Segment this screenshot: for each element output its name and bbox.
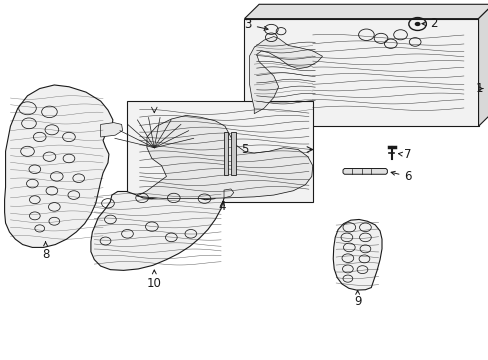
- Bar: [223, 132, 228, 175]
- Polygon shape: [91, 190, 224, 270]
- Text: 1: 1: [475, 82, 483, 95]
- Text: 10: 10: [146, 270, 162, 290]
- Text: 3: 3: [244, 18, 267, 31]
- Text: 4: 4: [218, 200, 226, 213]
- Text: 2: 2: [421, 17, 436, 30]
- Text: 9: 9: [353, 291, 361, 308]
- Polygon shape: [224, 189, 233, 198]
- Polygon shape: [244, 4, 488, 19]
- Polygon shape: [249, 37, 322, 114]
- Polygon shape: [137, 116, 312, 199]
- Text: 7: 7: [398, 148, 411, 161]
- Text: 6: 6: [390, 170, 411, 183]
- Polygon shape: [332, 220, 381, 290]
- Circle shape: [414, 22, 420, 26]
- Bar: [231, 132, 236, 175]
- Polygon shape: [478, 4, 488, 126]
- Polygon shape: [4, 85, 113, 247]
- Polygon shape: [101, 123, 122, 137]
- Text: 5: 5: [240, 143, 248, 156]
- Polygon shape: [127, 101, 312, 202]
- Polygon shape: [244, 19, 478, 126]
- Text: 8: 8: [42, 242, 49, 261]
- Polygon shape: [342, 168, 386, 174]
